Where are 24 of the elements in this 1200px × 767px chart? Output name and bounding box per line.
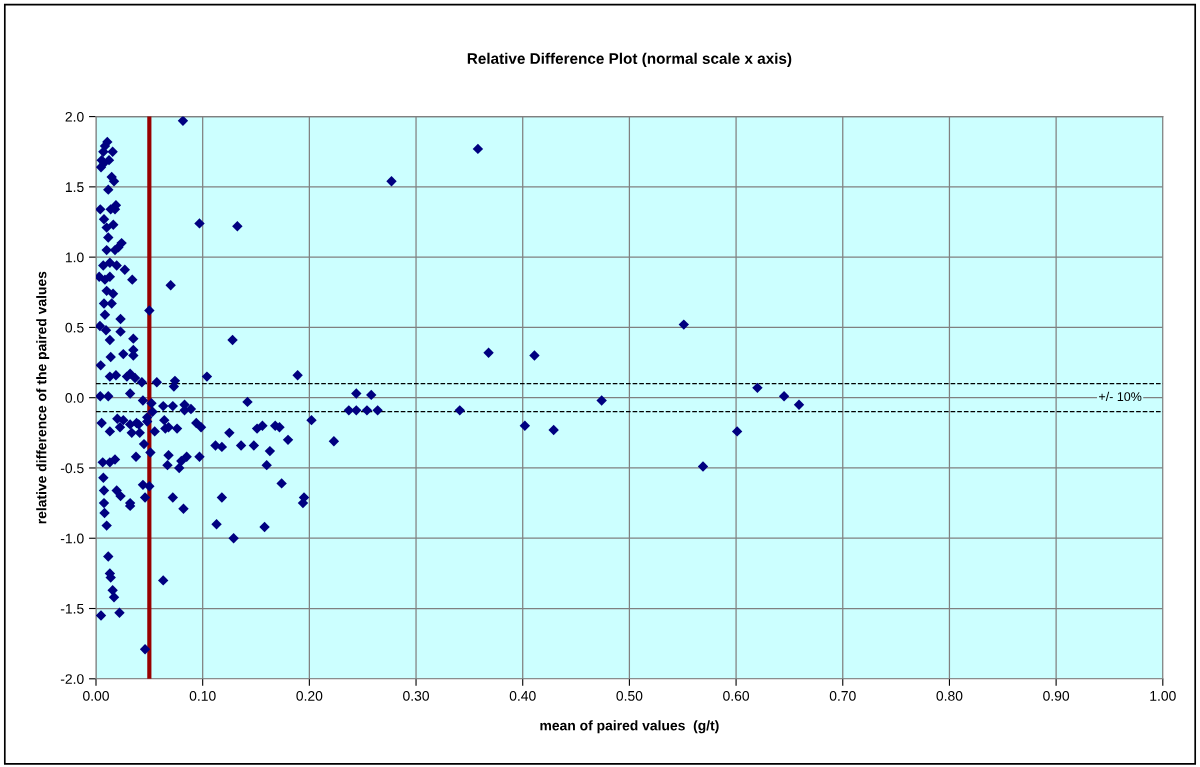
y-tick-label: -0.5 xyxy=(60,463,84,474)
x-tick-label: 0.40 xyxy=(509,690,536,701)
y-axis-title: relative difference of the paired values xyxy=(36,271,50,524)
y-tick-label: -1.5 xyxy=(60,604,84,614)
x-tick-label: 0.10 xyxy=(189,690,216,701)
annotation: +/- 10% xyxy=(1099,391,1142,402)
x-tick-label: 0.50 xyxy=(616,690,643,701)
x-tick-label: 0.60 xyxy=(723,690,750,701)
x-tick-label: 1.00 xyxy=(1150,690,1176,701)
y-tick-label: 1.0 xyxy=(65,252,84,263)
y-tick-label: -2.0 xyxy=(60,674,84,684)
y-tick-label: 1.5 xyxy=(65,182,84,193)
y-tick-label: 0.0 xyxy=(65,393,84,403)
x-axis-title: mean of paired values (g/t) xyxy=(540,720,719,734)
x-tick-label: 0.30 xyxy=(403,690,430,701)
y-tick-label: 0.5 xyxy=(65,322,84,333)
x-tick-label: 0.90 xyxy=(1043,690,1070,701)
x-tick-label: 0.80 xyxy=(936,690,963,701)
y-tick-label: -1.0 xyxy=(60,533,84,544)
chart-title: Relative Difference Plot (normal scale x axis) xyxy=(467,52,792,67)
y-tick-label: 2.0 xyxy=(65,111,84,122)
x-tick-label: 0.00 xyxy=(83,690,109,701)
x-tick-label: 0.70 xyxy=(829,690,856,701)
x-tick-label: 0.20 xyxy=(296,690,323,701)
